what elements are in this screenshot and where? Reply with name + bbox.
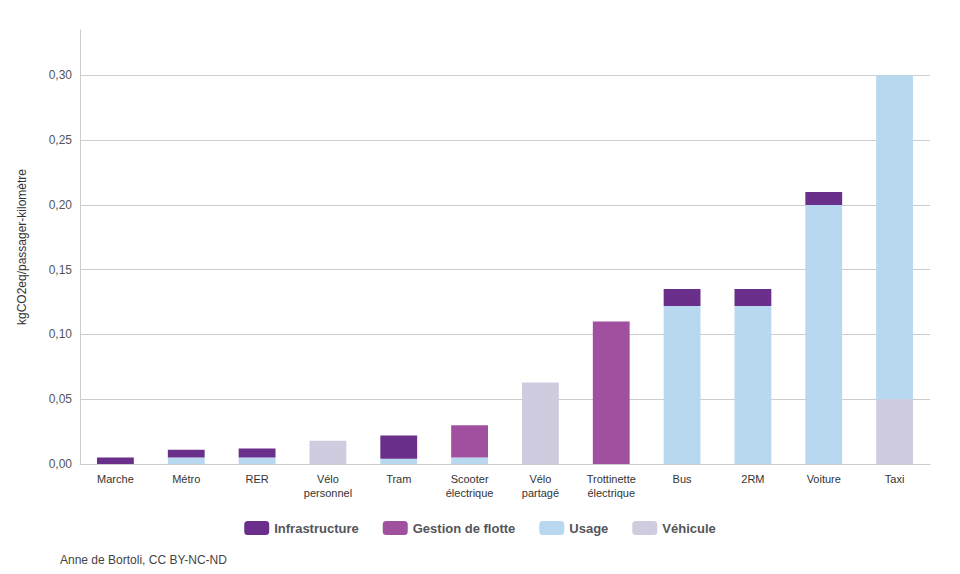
svg-text:Voiture: Voiture (807, 473, 841, 485)
svg-text:2RM: 2RM (741, 473, 764, 485)
svg-text:Vélo: Vélo (529, 473, 551, 485)
svg-text:électrique: électrique (587, 487, 635, 499)
svg-text:0,20: 0,20 (49, 198, 73, 212)
svg-text:Scooter: Scooter (451, 473, 489, 485)
svg-text:Trottinette: Trottinette (587, 473, 636, 485)
svg-text:0,30: 0,30 (49, 68, 73, 82)
svg-text:Usage: Usage (569, 521, 608, 536)
svg-text:0,15: 0,15 (49, 263, 73, 277)
svg-text:Véhicule: Véhicule (662, 521, 715, 536)
svg-text:Vélo: Vélo (317, 473, 339, 485)
svg-text:kgCO2eq/passager-kilomètre: kgCO2eq/passager-kilomètre (15, 169, 29, 325)
svg-text:Métro: Métro (172, 473, 200, 485)
svg-text:Gestion de flotte: Gestion de flotte (413, 521, 516, 536)
svg-text:0,00: 0,00 (49, 457, 73, 471)
svg-text:Taxi: Taxi (885, 473, 905, 485)
svg-text:personnel: personnel (304, 487, 352, 499)
svg-text:0,05: 0,05 (49, 392, 73, 406)
svg-text:0,25: 0,25 (49, 133, 73, 147)
svg-text:Tram: Tram (386, 473, 411, 485)
svg-text:Infrastructure: Infrastructure (274, 521, 359, 536)
svg-text:0,10: 0,10 (49, 327, 73, 341)
svg-text:Bus: Bus (673, 473, 692, 485)
svg-text:Marche: Marche (97, 473, 134, 485)
svg-text:RER: RER (245, 473, 268, 485)
svg-text:partagé: partagé (522, 487, 559, 499)
svg-text:électrique: électrique (446, 487, 494, 499)
svg-text:Anne de Bortoli, CC BY-NC-ND: Anne de Bortoli, CC BY-NC-ND (60, 553, 227, 567)
